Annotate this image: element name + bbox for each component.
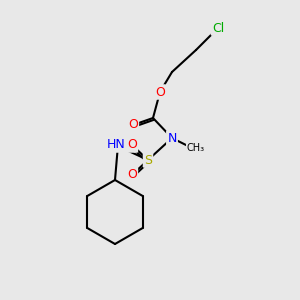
- Text: N: N: [167, 131, 177, 145]
- Text: Cl: Cl: [212, 22, 224, 34]
- Text: O: O: [127, 139, 137, 152]
- Text: S: S: [144, 154, 152, 166]
- Text: CH₃: CH₃: [187, 143, 205, 153]
- Text: O: O: [127, 169, 137, 182]
- Text: O: O: [155, 85, 165, 98]
- Text: HN: HN: [106, 139, 125, 152]
- Text: O: O: [128, 118, 138, 131]
